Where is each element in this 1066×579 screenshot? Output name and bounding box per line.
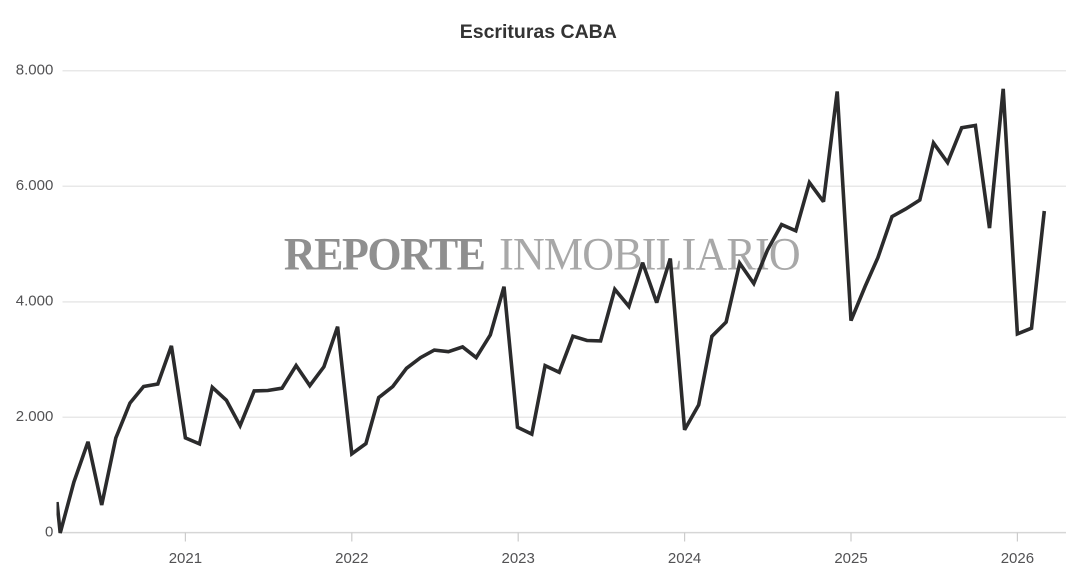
svg-text:2.000: 2.000 [16,408,54,425]
svg-text:2021: 2021 [169,550,202,567]
svg-text:2025: 2025 [834,550,867,567]
svg-text:REPORTE: REPORTE [284,228,485,279]
svg-text:0: 0 [45,523,53,540]
svg-text:8.000: 8.000 [16,62,54,79]
svg-text:4.000: 4.000 [16,293,54,310]
svg-text:2023: 2023 [502,550,535,567]
svg-text:INMOBILIARIO: INMOBILIARIO [499,228,800,279]
svg-text:6.000: 6.000 [16,177,54,194]
svg-text:2026: 2026 [1001,550,1034,567]
svg-text:2022: 2022 [335,550,368,567]
svg-text:Escrituras CABA: Escrituras CABA [460,21,617,43]
svg-text:2024: 2024 [668,550,701,567]
